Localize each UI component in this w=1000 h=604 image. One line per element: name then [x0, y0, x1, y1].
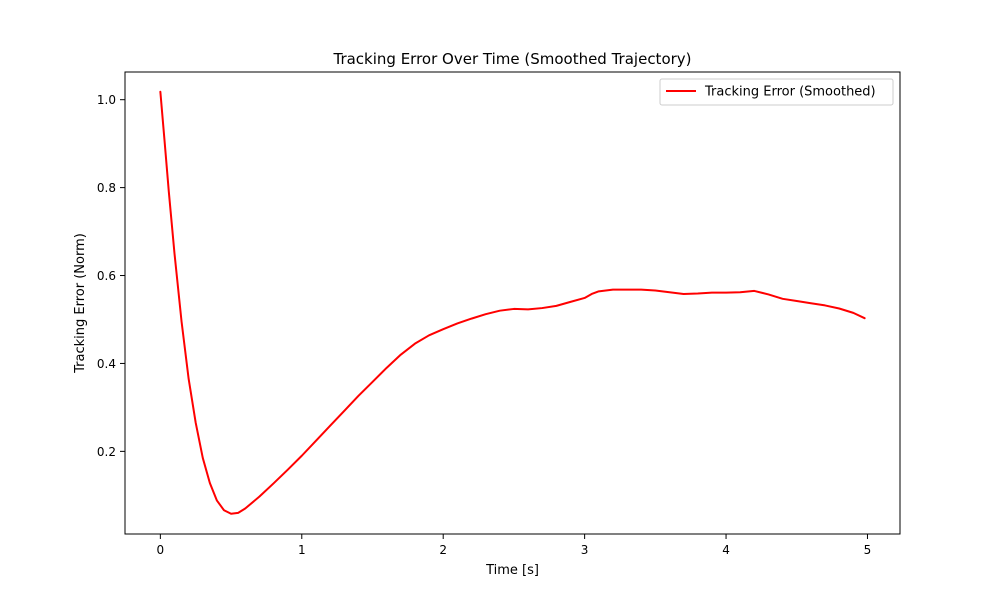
y-tick-label: 0.4	[97, 357, 116, 371]
x-tick-label: 4	[722, 543, 730, 557]
x-tick-label: 5	[864, 543, 872, 557]
y-tick-label: 0.8	[97, 181, 116, 195]
legend: Tracking Error (Smoothed)	[659, 78, 894, 106]
y-tick-label: 0.6	[97, 269, 116, 283]
y-axis-label: Tracking Error (Norm)	[73, 233, 88, 374]
series-layer	[159, 90, 866, 515]
y-tick-label: 1.0	[97, 93, 116, 107]
x-tick-label: 0	[157, 543, 165, 557]
x-axis: 0 1 2 3 4 5	[157, 534, 872, 557]
series-line-0	[159, 90, 866, 515]
legend-box	[659, 78, 894, 106]
x-tick-label: 3	[581, 543, 589, 557]
y-axis: 0.2 0.4 0.6 0.8 1.0	[97, 93, 125, 459]
plot-frame	[124, 71, 901, 535]
y-tick-label: 0.2	[97, 445, 116, 459]
legend-label: Tracking Error (Smoothed)	[704, 85, 876, 100]
x-tick-label: 1	[298, 543, 306, 557]
chart-title: Tracking Error Over Time (Smoothed Traje…	[332, 50, 691, 68]
x-axis-label: Time [s]	[485, 563, 539, 578]
x-tick-label: 2	[439, 543, 447, 557]
